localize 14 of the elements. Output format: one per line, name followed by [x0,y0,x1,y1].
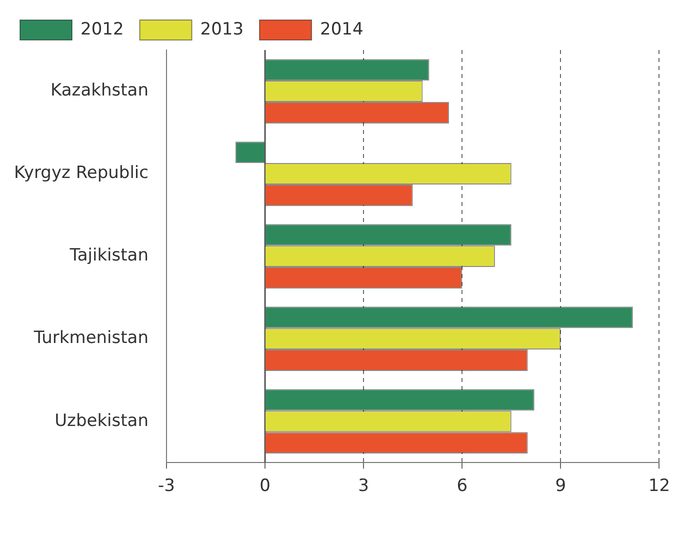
y-tick-label: Kazakhstan [50,80,148,101]
legend-label: 2014 [320,19,364,40]
y-tick-label: Kyrgyz Republic [14,163,148,184]
x-tick-label: 3 [358,476,369,496]
x-tick-label: 6 [456,476,468,496]
legend-label: 2012 [80,19,124,40]
x-tick-label: 9 [555,476,566,496]
legend-label: 2013 [200,19,244,40]
y-tick-label: Tajikistan [68,246,148,266]
y-tick-label: Turkmenistan [32,328,148,348]
x-tick-label: -3 [158,476,175,496]
x-tick-label: 12 [648,476,670,496]
x-tick-label: 0 [260,476,270,496]
y-tick-label: Uzbekistan [54,410,148,431]
